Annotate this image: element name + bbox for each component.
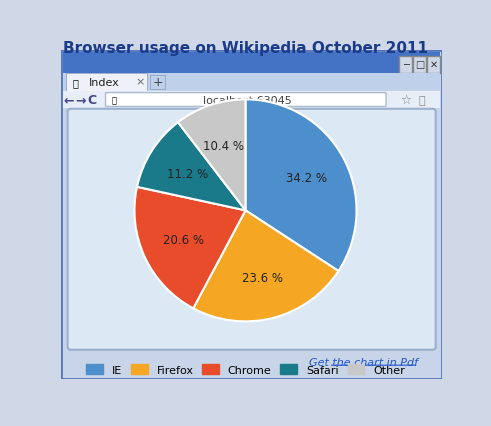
Wedge shape (246, 100, 356, 271)
Legend: IE, Firefox, Chrome, Safari, Other: IE, Firefox, Chrome, Safari, Other (82, 360, 409, 380)
Text: 🔧: 🔧 (418, 95, 425, 105)
Wedge shape (193, 211, 338, 322)
Text: 10.4 %: 10.4 % (203, 139, 244, 153)
Text: ☆: ☆ (401, 94, 412, 107)
Text: 23.6 %: 23.6 % (242, 271, 283, 284)
Text: ✕: ✕ (430, 60, 438, 70)
FancyBboxPatch shape (413, 57, 426, 73)
FancyBboxPatch shape (399, 57, 412, 73)
Text: →: → (76, 94, 86, 107)
FancyBboxPatch shape (63, 92, 440, 109)
Text: 🌐: 🌐 (111, 96, 116, 105)
Title: Browser usage on Wikipedia October 2011: Browser usage on Wikipedia October 2011 (63, 41, 428, 56)
Wedge shape (178, 100, 246, 211)
Text: □: □ (415, 60, 424, 70)
FancyBboxPatch shape (63, 53, 440, 76)
FancyBboxPatch shape (66, 73, 147, 92)
Text: 34.2 %: 34.2 % (286, 172, 327, 184)
Text: Get the chart in Pdf: Get the chart in Pdf (309, 357, 418, 367)
FancyBboxPatch shape (427, 57, 440, 73)
Wedge shape (137, 123, 246, 211)
FancyBboxPatch shape (63, 74, 440, 91)
Text: ←: ← (64, 94, 74, 107)
Text: 11.2 %: 11.2 % (167, 167, 208, 181)
Text: Index: Index (88, 78, 119, 88)
FancyBboxPatch shape (150, 76, 165, 89)
Wedge shape (135, 187, 246, 308)
Text: +: + (152, 76, 163, 89)
Text: ─: ─ (403, 60, 409, 70)
Text: C: C (88, 94, 97, 107)
FancyBboxPatch shape (68, 109, 436, 350)
Text: localhost:63045: localhost:63045 (203, 95, 292, 105)
Text: 20.6 %: 20.6 % (163, 233, 204, 246)
FancyBboxPatch shape (61, 51, 442, 379)
Text: ×: × (136, 78, 145, 88)
Text: 🌐: 🌐 (72, 78, 78, 88)
FancyBboxPatch shape (106, 93, 386, 107)
